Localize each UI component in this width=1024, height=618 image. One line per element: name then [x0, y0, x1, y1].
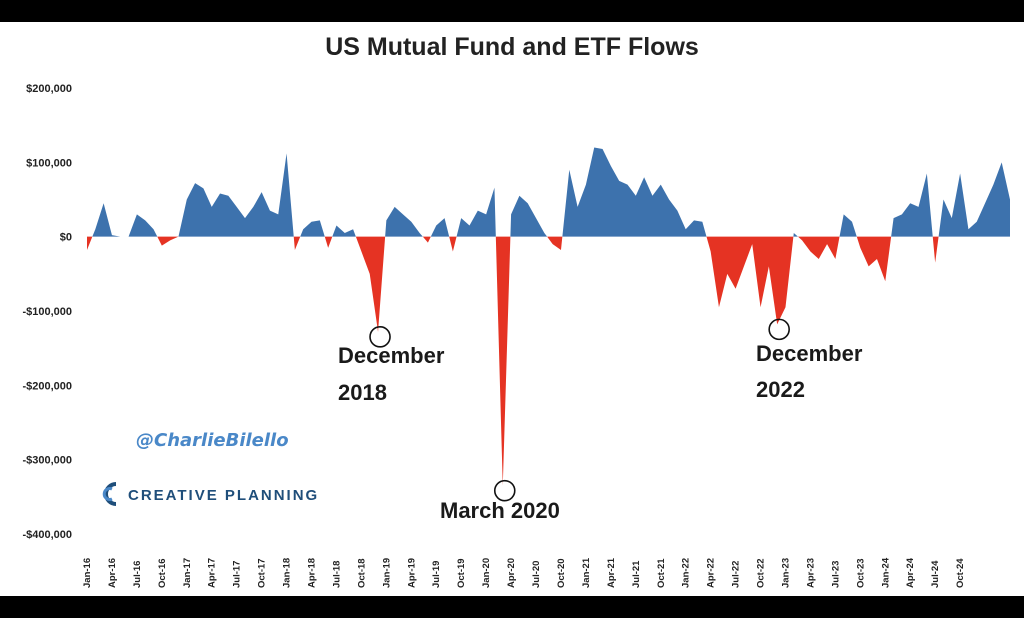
- x-tick-label: Apr-22: [706, 558, 717, 588]
- x-tick-label: Jan-21: [581, 557, 592, 588]
- x-tick-label: Jul-24: [930, 560, 941, 588]
- x-tick-label: Jul-21: [631, 560, 642, 588]
- highlight-circle: [493, 479, 516, 502]
- creative-planning-logo-icon: [102, 482, 117, 506]
- x-tick-label: Jan-20: [481, 558, 492, 588]
- x-tick-label: Jan-19: [381, 558, 392, 588]
- highlight-markers: [369, 318, 790, 502]
- highlight-circle: [768, 318, 790, 341]
- x-tick-label: Jan-22: [681, 558, 692, 588]
- y-tick-label: -$100,000: [22, 306, 72, 318]
- chart-frame: US Mutual Fund and ETF Flows $200,000 $10…: [0, 22, 1024, 596]
- x-tick-label: Jan-18: [282, 558, 293, 588]
- x-tick-label: Oct-16: [157, 558, 168, 588]
- x-axis-ticks: Jan-16 Apr-16 Jul-16 Oct-16 Jan-17 Apr-17 Jul-…: [82, 557, 966, 588]
- annotation-dec-2022-line2: 2022: [756, 377, 805, 402]
- flows-chart: US Mutual Fund and ETF Flows $200,000 $10…: [22, 33, 1010, 588]
- y-tick-label: $0: [60, 232, 72, 244]
- x-tick-label: Jan-17: [182, 558, 193, 588]
- highlight-circle: [369, 326, 391, 348]
- x-tick-label: Apr-18: [307, 558, 318, 588]
- flow-areas: [87, 147, 1010, 486]
- annotation-dec-2022-line1: December: [756, 341, 863, 366]
- x-tick-label: Jan-24: [880, 557, 891, 588]
- x-tick-label: Oct-23: [855, 558, 866, 588]
- y-tick-label: -$300,000: [22, 455, 72, 467]
- watermark-handle: @CharlieBilello: [136, 430, 289, 451]
- x-tick-label: Apr-21: [606, 557, 617, 588]
- x-tick-label: Jul-22: [731, 561, 742, 588]
- y-tick-label: $200,000: [26, 83, 72, 95]
- annotation-dec-2018-line1: December: [338, 343, 445, 368]
- annotation-dec-2018-line2: 2018: [338, 380, 387, 405]
- x-tick-label: Jan-16: [82, 558, 93, 588]
- x-tick-label: Oct-19: [456, 558, 467, 588]
- x-tick-label: Apr-20: [506, 558, 517, 588]
- x-tick-label: Apr-16: [107, 558, 118, 588]
- x-tick-label: Oct-22: [756, 558, 767, 588]
- x-tick-label: Jul-19: [431, 561, 442, 588]
- x-tick-label: Oct-18: [356, 558, 367, 588]
- x-tick-label: Oct-20: [556, 558, 567, 588]
- x-tick-label: Jul-20: [531, 561, 542, 588]
- x-tick-label: Oct-21: [656, 558, 667, 588]
- x-tick-label: Jan-23: [780, 558, 791, 588]
- x-tick-label: Jul-16: [132, 561, 143, 588]
- x-tick-label: Oct-17: [257, 558, 268, 588]
- x-tick-label: Apr-24: [905, 557, 916, 588]
- x-tick-label: Apr-23: [805, 558, 816, 588]
- y-tick-label: -$200,000: [22, 380, 72, 392]
- x-tick-label: Oct-24: [955, 558, 966, 588]
- y-axis-ticks: $200,000 $100,000 $0 -$100,000 -$200,000 -$30…: [22, 83, 72, 541]
- series-negative-flows-area: [87, 236, 1010, 486]
- x-tick-label: Jul-17: [232, 561, 243, 588]
- logo-text: CREATIVE PLANNING: [128, 487, 319, 504]
- x-tick-label: Apr-17: [207, 558, 218, 588]
- x-tick-label: Jul-23: [830, 561, 841, 588]
- y-tick-label: $100,000: [26, 157, 72, 169]
- x-tick-label: Apr-19: [406, 558, 417, 588]
- creative-planning-logo: CREATIVE PLANNING: [102, 482, 319, 506]
- series-positive-flows-area: [87, 147, 1010, 237]
- chart-title: US Mutual Fund and ETF Flows: [325, 33, 699, 61]
- y-tick-label: -$400,000: [22, 529, 72, 541]
- x-tick-label: Jul-18: [331, 561, 342, 588]
- annotation-mar-2020: March 2020: [440, 498, 560, 523]
